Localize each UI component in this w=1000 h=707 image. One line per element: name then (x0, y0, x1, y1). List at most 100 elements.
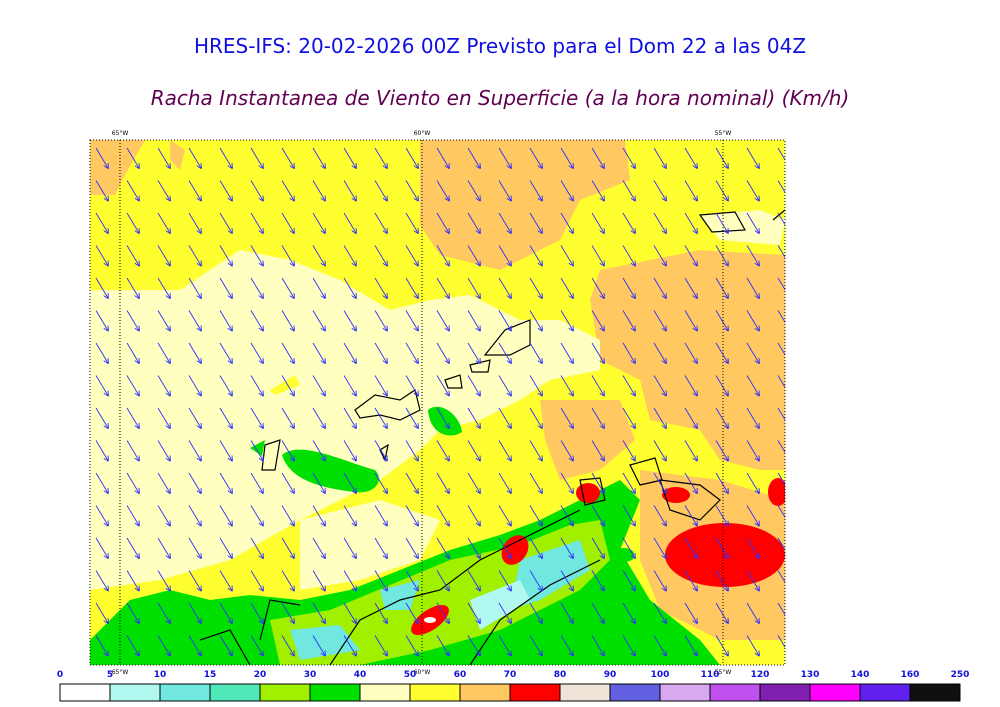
wind-arrow (777, 310, 785, 324)
wind-arrow (95, 245, 108, 266)
wind-arrow (591, 180, 604, 201)
wind-arrow (188, 472, 201, 493)
wind-arrow (467, 310, 480, 331)
wind-arrow (343, 472, 356, 493)
wind-arrow (684, 277, 697, 298)
colorbar-swatch (859, 683, 911, 702)
wind-arrow (653, 277, 666, 298)
wind-arrow (591, 407, 604, 428)
wind-arrow (653, 635, 666, 656)
wind-arrow (746, 342, 759, 363)
wind-arrow (343, 635, 356, 656)
wind-arrow (405, 602, 418, 623)
colorbar-label: 100 (651, 670, 670, 680)
wind-arrow (405, 407, 418, 428)
wind-arrow (436, 375, 449, 396)
wind-arrow (126, 602, 139, 623)
wind-arrow (591, 212, 604, 233)
wind-arrow (374, 635, 387, 656)
wind-arrow (653, 407, 666, 428)
wind-arrow (95, 375, 108, 396)
wind-arrow (467, 440, 480, 461)
wind-arrow (622, 602, 635, 623)
wind-arrow (126, 147, 139, 168)
colorbar-swatch (359, 683, 411, 702)
wind-arrow (715, 245, 728, 266)
colorbar-label: 70 (504, 670, 517, 680)
wind-arrow (746, 375, 759, 396)
wind-arrow (467, 407, 480, 428)
wind-arrow (250, 602, 263, 623)
wind-arrow (622, 310, 635, 331)
wind-arrow (343, 342, 356, 363)
wind-arrow (374, 310, 387, 331)
wind-arrow (467, 505, 480, 526)
wind-arrow (374, 342, 387, 363)
wind-arrow (157, 602, 170, 623)
wind-arrow (312, 537, 325, 558)
wind-arrow (653, 602, 666, 623)
wind-arrow (684, 212, 697, 233)
wind-arrow (157, 537, 170, 558)
wind-arrow (250, 407, 263, 428)
colorbar-swatch (159, 683, 211, 702)
wind-arrow (312, 277, 325, 298)
wind-arrow (95, 277, 108, 298)
wind-arrow (250, 505, 263, 526)
wind-arrow (312, 375, 325, 396)
colorbar-label: 50 (404, 670, 417, 680)
wind-arrow (343, 602, 356, 623)
map-frame (89, 139, 786, 666)
wind-arrow (219, 245, 232, 266)
wind-arrow (777, 277, 785, 291)
wind-arrow (684, 472, 697, 493)
wind-arrow (95, 147, 108, 168)
colorbar-swatch (109, 683, 161, 702)
wind-arrow (715, 602, 728, 623)
wind-arrow (591, 310, 604, 331)
wind-arrow (126, 180, 139, 201)
wind-arrow (467, 472, 480, 493)
wind-arrow (715, 407, 728, 428)
wind-arrow (622, 342, 635, 363)
wind-arrow (467, 277, 480, 298)
wind-arrow (560, 375, 573, 396)
wind-arrow (126, 310, 139, 331)
wind-arrow (374, 147, 387, 168)
wind-arrow (157, 635, 170, 656)
wind-arrow (374, 245, 387, 266)
colorbar-swatch (709, 683, 761, 702)
wind-arrow (436, 277, 449, 298)
wind-arrow (436, 342, 449, 363)
wind-arrow (219, 440, 232, 461)
wind-arrow (591, 342, 604, 363)
wind-arrow (653, 570, 666, 591)
wind-arrow (777, 407, 785, 421)
wind-arrow (95, 537, 108, 558)
wind-arrow (343, 212, 356, 233)
wind-arrow (188, 212, 201, 233)
wind-arrow (219, 147, 232, 168)
wind-arrow (250, 570, 263, 591)
wind-arrow (343, 505, 356, 526)
wind-arrow (715, 440, 728, 461)
wind-arrow (374, 602, 387, 623)
wind-arrow (405, 505, 418, 526)
wind-arrow (653, 342, 666, 363)
colorbar-label: 30 (304, 670, 317, 680)
wind-arrow (126, 375, 139, 396)
colorbar-label: 160 (901, 670, 920, 680)
wind-arrow (653, 310, 666, 331)
wind-arrow (343, 180, 356, 201)
wind-arrow (715, 537, 728, 558)
wind-arrow (529, 375, 542, 396)
wind-arrow (498, 180, 511, 201)
wind-arrow (746, 147, 759, 168)
wind-arrow (126, 472, 139, 493)
wind-arrow (560, 342, 573, 363)
wind-arrow (405, 472, 418, 493)
wind-arrow (560, 537, 573, 558)
wind-arrow (219, 472, 232, 493)
wind-arrow (591, 147, 604, 168)
